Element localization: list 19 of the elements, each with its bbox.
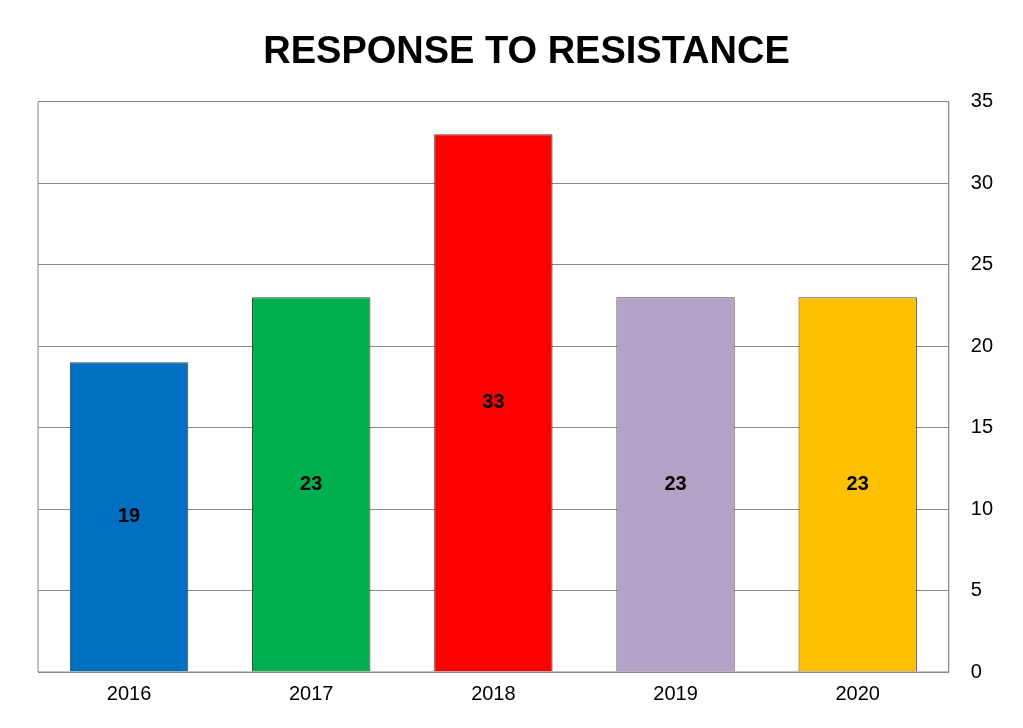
data-label: 19 [117,504,141,527]
chart-title: RESPONSE TO RESISTANCE [263,29,790,72]
y-tick-label: 20 [970,333,993,356]
x-tick-label: 2020 [835,681,880,704]
data-label: 33 [482,390,505,413]
y-tick-label: 10 [970,496,993,519]
data-label: 23 [846,471,869,494]
y-tick-label: 25 [970,252,993,275]
y-tick-label: 0 [970,659,982,682]
data-label: 23 [300,471,323,494]
x-tick-label: 2019 [653,681,698,704]
y-tick-label: 35 [970,89,993,112]
y-tick-label: 30 [970,170,993,193]
y-tick-label: 15 [970,415,993,438]
x-tick-label: 2016 [106,681,152,704]
x-tick-label: 2017 [288,681,334,704]
y-tick-label: 5 [970,578,982,601]
data-label: 23 [664,471,687,494]
x-tick-label: 2018 [471,681,516,704]
